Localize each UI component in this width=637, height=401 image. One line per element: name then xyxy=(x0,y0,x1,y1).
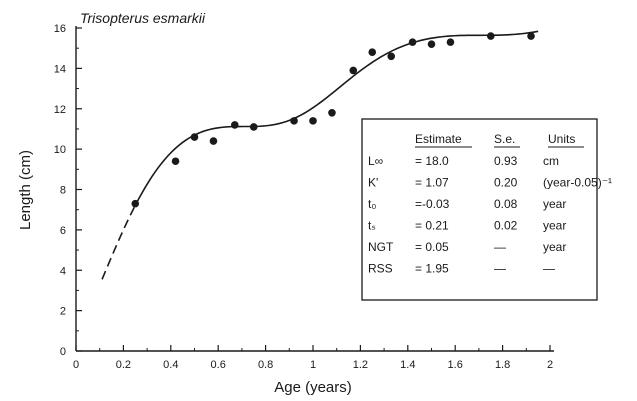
table-frame xyxy=(361,118,598,301)
table-estimate: = 0.05 xyxy=(415,240,449,254)
table-units: year xyxy=(543,219,566,233)
header-estimate: Estimate xyxy=(415,132,462,146)
y-tick-label: 12 xyxy=(54,104,66,116)
y-tick-label: 4 xyxy=(60,265,66,277)
table-se: — xyxy=(494,262,506,276)
data-point xyxy=(328,108,336,117)
x-tick-label: 0.6 xyxy=(211,359,226,371)
table-param: L∞ xyxy=(368,154,383,168)
table-param: tₛ xyxy=(368,219,376,233)
data-point xyxy=(427,40,436,48)
y-tick-label: 16 xyxy=(54,23,66,35)
table-estimate: =-0.03 xyxy=(415,197,450,211)
data-points xyxy=(131,32,535,208)
data-point xyxy=(249,123,258,131)
table-units: year xyxy=(543,197,566,211)
x-tick-label: 0.8 xyxy=(258,359,273,371)
table-units: (year-0.05)⁻¹ xyxy=(543,176,612,190)
fit-curve-group xyxy=(101,30,539,280)
data-point xyxy=(209,137,218,145)
data-point xyxy=(309,117,317,125)
table-units: cm xyxy=(543,154,559,168)
x-tick-label: 1 xyxy=(310,359,316,371)
data-point xyxy=(131,199,140,208)
x-tick-label: 2 xyxy=(547,359,553,371)
data-point xyxy=(486,32,495,40)
data-point xyxy=(446,38,455,46)
table-param: RSS xyxy=(368,262,393,276)
table-se: — xyxy=(494,240,506,254)
x-tick-label: 0 xyxy=(73,359,79,371)
table-param: NGT xyxy=(368,240,394,254)
fit-curve-dashed xyxy=(101,205,136,280)
x-tick-label: 1.2 xyxy=(353,359,368,371)
data-point xyxy=(527,32,535,40)
data-point xyxy=(387,52,396,61)
fit-curve xyxy=(134,30,539,206)
y-axis-label: Length (cm) xyxy=(17,150,34,230)
table-se: 0.08 xyxy=(494,197,518,211)
data-point xyxy=(171,157,180,166)
table-se: 0.93 xyxy=(494,154,518,168)
x-tick-label: 1.8 xyxy=(495,359,510,371)
parameter-table: Estimate S.e. Units L∞ = 18.0 0.93 cm K' = 1.… xyxy=(361,118,612,301)
y-tick-label: 0 xyxy=(60,346,66,358)
table-estimate: = 1.95 xyxy=(415,262,449,276)
x-axis-label: Age (years) xyxy=(274,379,352,396)
data-point xyxy=(349,66,358,75)
header-se: S.e. xyxy=(494,132,515,146)
y-tick-label: 8 xyxy=(60,185,66,197)
data-point xyxy=(368,48,377,57)
axes: 0 0.2 0.4 0.6 0.8 1 1.2 1.4 1.6 1.8 2 0 2 4 6 8 10 12 14 16 xyxy=(54,23,554,371)
table-param: K' xyxy=(368,176,378,190)
y-tick-label: 10 xyxy=(54,144,66,156)
table-units: — xyxy=(543,262,555,276)
chart-title: Trisopterus esmarkii xyxy=(80,10,206,26)
data-point xyxy=(190,133,199,141)
x-tick-label: 1.6 xyxy=(448,359,463,371)
table-rows: L∞ = 18.0 0.93 cm K' = 1.07 0.20 (year-0.05)⁻¹ t… xyxy=(368,154,612,276)
table-param: t₀ xyxy=(368,197,376,211)
y-tick-label: 6 xyxy=(60,225,66,237)
x-tick-label: 0.2 xyxy=(116,359,131,371)
table-estimate: = 18.0 xyxy=(415,154,449,168)
header-units: Units xyxy=(548,132,575,146)
data-point xyxy=(408,38,417,46)
x-tick-label: 0.4 xyxy=(163,359,178,371)
table-se: 0.20 xyxy=(494,176,518,190)
y-tick-label: 2 xyxy=(60,306,66,318)
data-point xyxy=(230,121,239,129)
table-units: year xyxy=(543,240,566,254)
table-estimate: = 0.21 xyxy=(415,219,449,233)
table-estimate: = 1.07 xyxy=(415,176,449,190)
data-point xyxy=(290,117,298,125)
y-tick-label: 14 xyxy=(54,63,66,75)
x-tick-label: 1.4 xyxy=(400,359,415,371)
table-se: 0.02 xyxy=(494,219,518,233)
